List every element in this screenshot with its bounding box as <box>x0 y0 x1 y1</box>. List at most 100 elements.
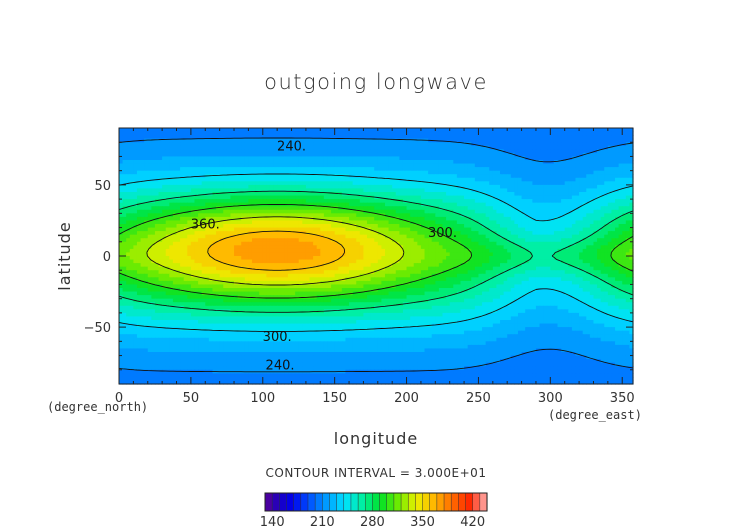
heatmap-cell <box>564 138 569 143</box>
heatmap-cell <box>489 192 494 197</box>
heatmap-cell <box>133 142 138 147</box>
heatmap-cell <box>212 209 217 214</box>
heatmap-cell <box>467 192 472 197</box>
heatmap-cell <box>302 227 307 232</box>
heatmap-cell <box>122 163 127 168</box>
heatmap-cell <box>485 220 490 225</box>
heatmap-cell <box>309 245 314 250</box>
heatmap-cell <box>510 149 515 154</box>
heatmap-cell <box>453 248 458 254</box>
heatmap-cell <box>291 213 296 218</box>
heatmap-cell <box>586 241 591 246</box>
heatmap-cell <box>223 192 228 197</box>
heatmap-cell <box>251 216 257 222</box>
heatmap-cell <box>485 224 490 229</box>
heatmap-cell <box>604 181 609 186</box>
heatmap-cell <box>201 177 206 182</box>
heatmap-cell <box>431 224 436 229</box>
heatmap-cell <box>323 216 329 222</box>
heatmap-cell <box>313 135 318 140</box>
heatmap-cell <box>158 167 163 172</box>
heatmap-cell <box>190 181 196 186</box>
heatmap-cell <box>144 216 149 222</box>
heatmap-cell <box>467 138 472 143</box>
heatmap-cell <box>154 145 160 150</box>
heatmap-cell <box>597 209 602 214</box>
heatmap-cell <box>478 149 483 154</box>
heatmap-cell <box>413 213 418 218</box>
heatmap-cell <box>478 195 483 200</box>
heatmap-cell <box>489 238 494 243</box>
heatmap-cell <box>593 213 598 218</box>
heatmap-cell <box>392 170 397 175</box>
heatmap-cell <box>600 224 605 229</box>
heatmap-cell <box>259 177 264 182</box>
heatmap-cell <box>428 177 433 182</box>
heatmap-cell <box>226 192 232 197</box>
heatmap-cell <box>244 220 249 225</box>
heatmap-cell <box>262 227 267 232</box>
heatmap-cell <box>582 192 587 197</box>
heatmap-cell <box>248 192 253 197</box>
heatmap-cell <box>553 177 559 182</box>
heatmap-cell <box>607 163 613 168</box>
heatmap-cell <box>482 174 487 179</box>
heatmap-cell <box>180 131 185 136</box>
heatmap-cell <box>208 149 214 154</box>
heatmap-cell <box>589 163 595 168</box>
heatmap-cell <box>435 238 440 243</box>
heatmap-cell <box>248 145 253 150</box>
heatmap-cell <box>129 202 134 207</box>
heatmap-cell <box>291 245 296 250</box>
heatmap-cell <box>338 195 343 200</box>
heatmap-cell <box>521 170 526 175</box>
heatmap-cell <box>557 195 562 200</box>
heatmap-cell <box>496 163 501 168</box>
heatmap-cell <box>503 195 508 200</box>
heatmap-cell <box>528 145 533 150</box>
heatmap-cell <box>194 188 199 193</box>
heatmap-cell <box>388 174 393 179</box>
heatmap-cell <box>169 184 174 190</box>
heatmap-cell <box>201 156 206 161</box>
heatmap-cell <box>133 209 138 214</box>
heatmap-cell <box>162 177 167 182</box>
heatmap-cell <box>327 142 332 147</box>
heatmap-cell <box>230 177 235 182</box>
heatmap-cell <box>316 135 321 140</box>
heatmap-cell <box>615 192 620 197</box>
heatmap-cell <box>147 248 152 254</box>
heatmap-cell <box>586 149 591 154</box>
heatmap-cell <box>500 177 505 182</box>
heatmap-cell <box>514 174 519 179</box>
heatmap-cell <box>428 181 433 186</box>
heatmap-cell <box>568 206 573 211</box>
heatmap-cell <box>424 202 429 207</box>
heatmap-cell <box>345 234 350 239</box>
heatmap-cell <box>190 241 196 246</box>
heatmap-cell <box>539 227 544 232</box>
heatmap-cell <box>485 206 490 211</box>
heatmap-cell <box>284 195 289 200</box>
heatmap-cell <box>219 248 224 254</box>
heatmap-cell <box>162 224 167 229</box>
heatmap-cell <box>154 195 160 200</box>
heatmap-cell <box>219 220 224 225</box>
heatmap-cell <box>295 231 300 236</box>
heatmap-cell <box>485 245 490 250</box>
heatmap-cell <box>525 220 530 225</box>
heatmap-cell <box>133 167 138 172</box>
heatmap-cell <box>144 227 149 232</box>
heatmap-cell <box>485 188 490 193</box>
heatmap-cell <box>370 227 375 232</box>
heatmap-cell <box>575 199 580 204</box>
heatmap-cell <box>543 202 548 207</box>
heatmap-cell <box>589 192 595 197</box>
heatmap-cell <box>144 238 149 243</box>
heatmap-cell <box>528 241 533 246</box>
heatmap-cell <box>514 149 519 154</box>
heatmap-cell <box>568 192 573 197</box>
heatmap-cell <box>571 213 577 218</box>
heatmap-cell <box>338 160 343 165</box>
heatmap-cell <box>370 177 375 182</box>
